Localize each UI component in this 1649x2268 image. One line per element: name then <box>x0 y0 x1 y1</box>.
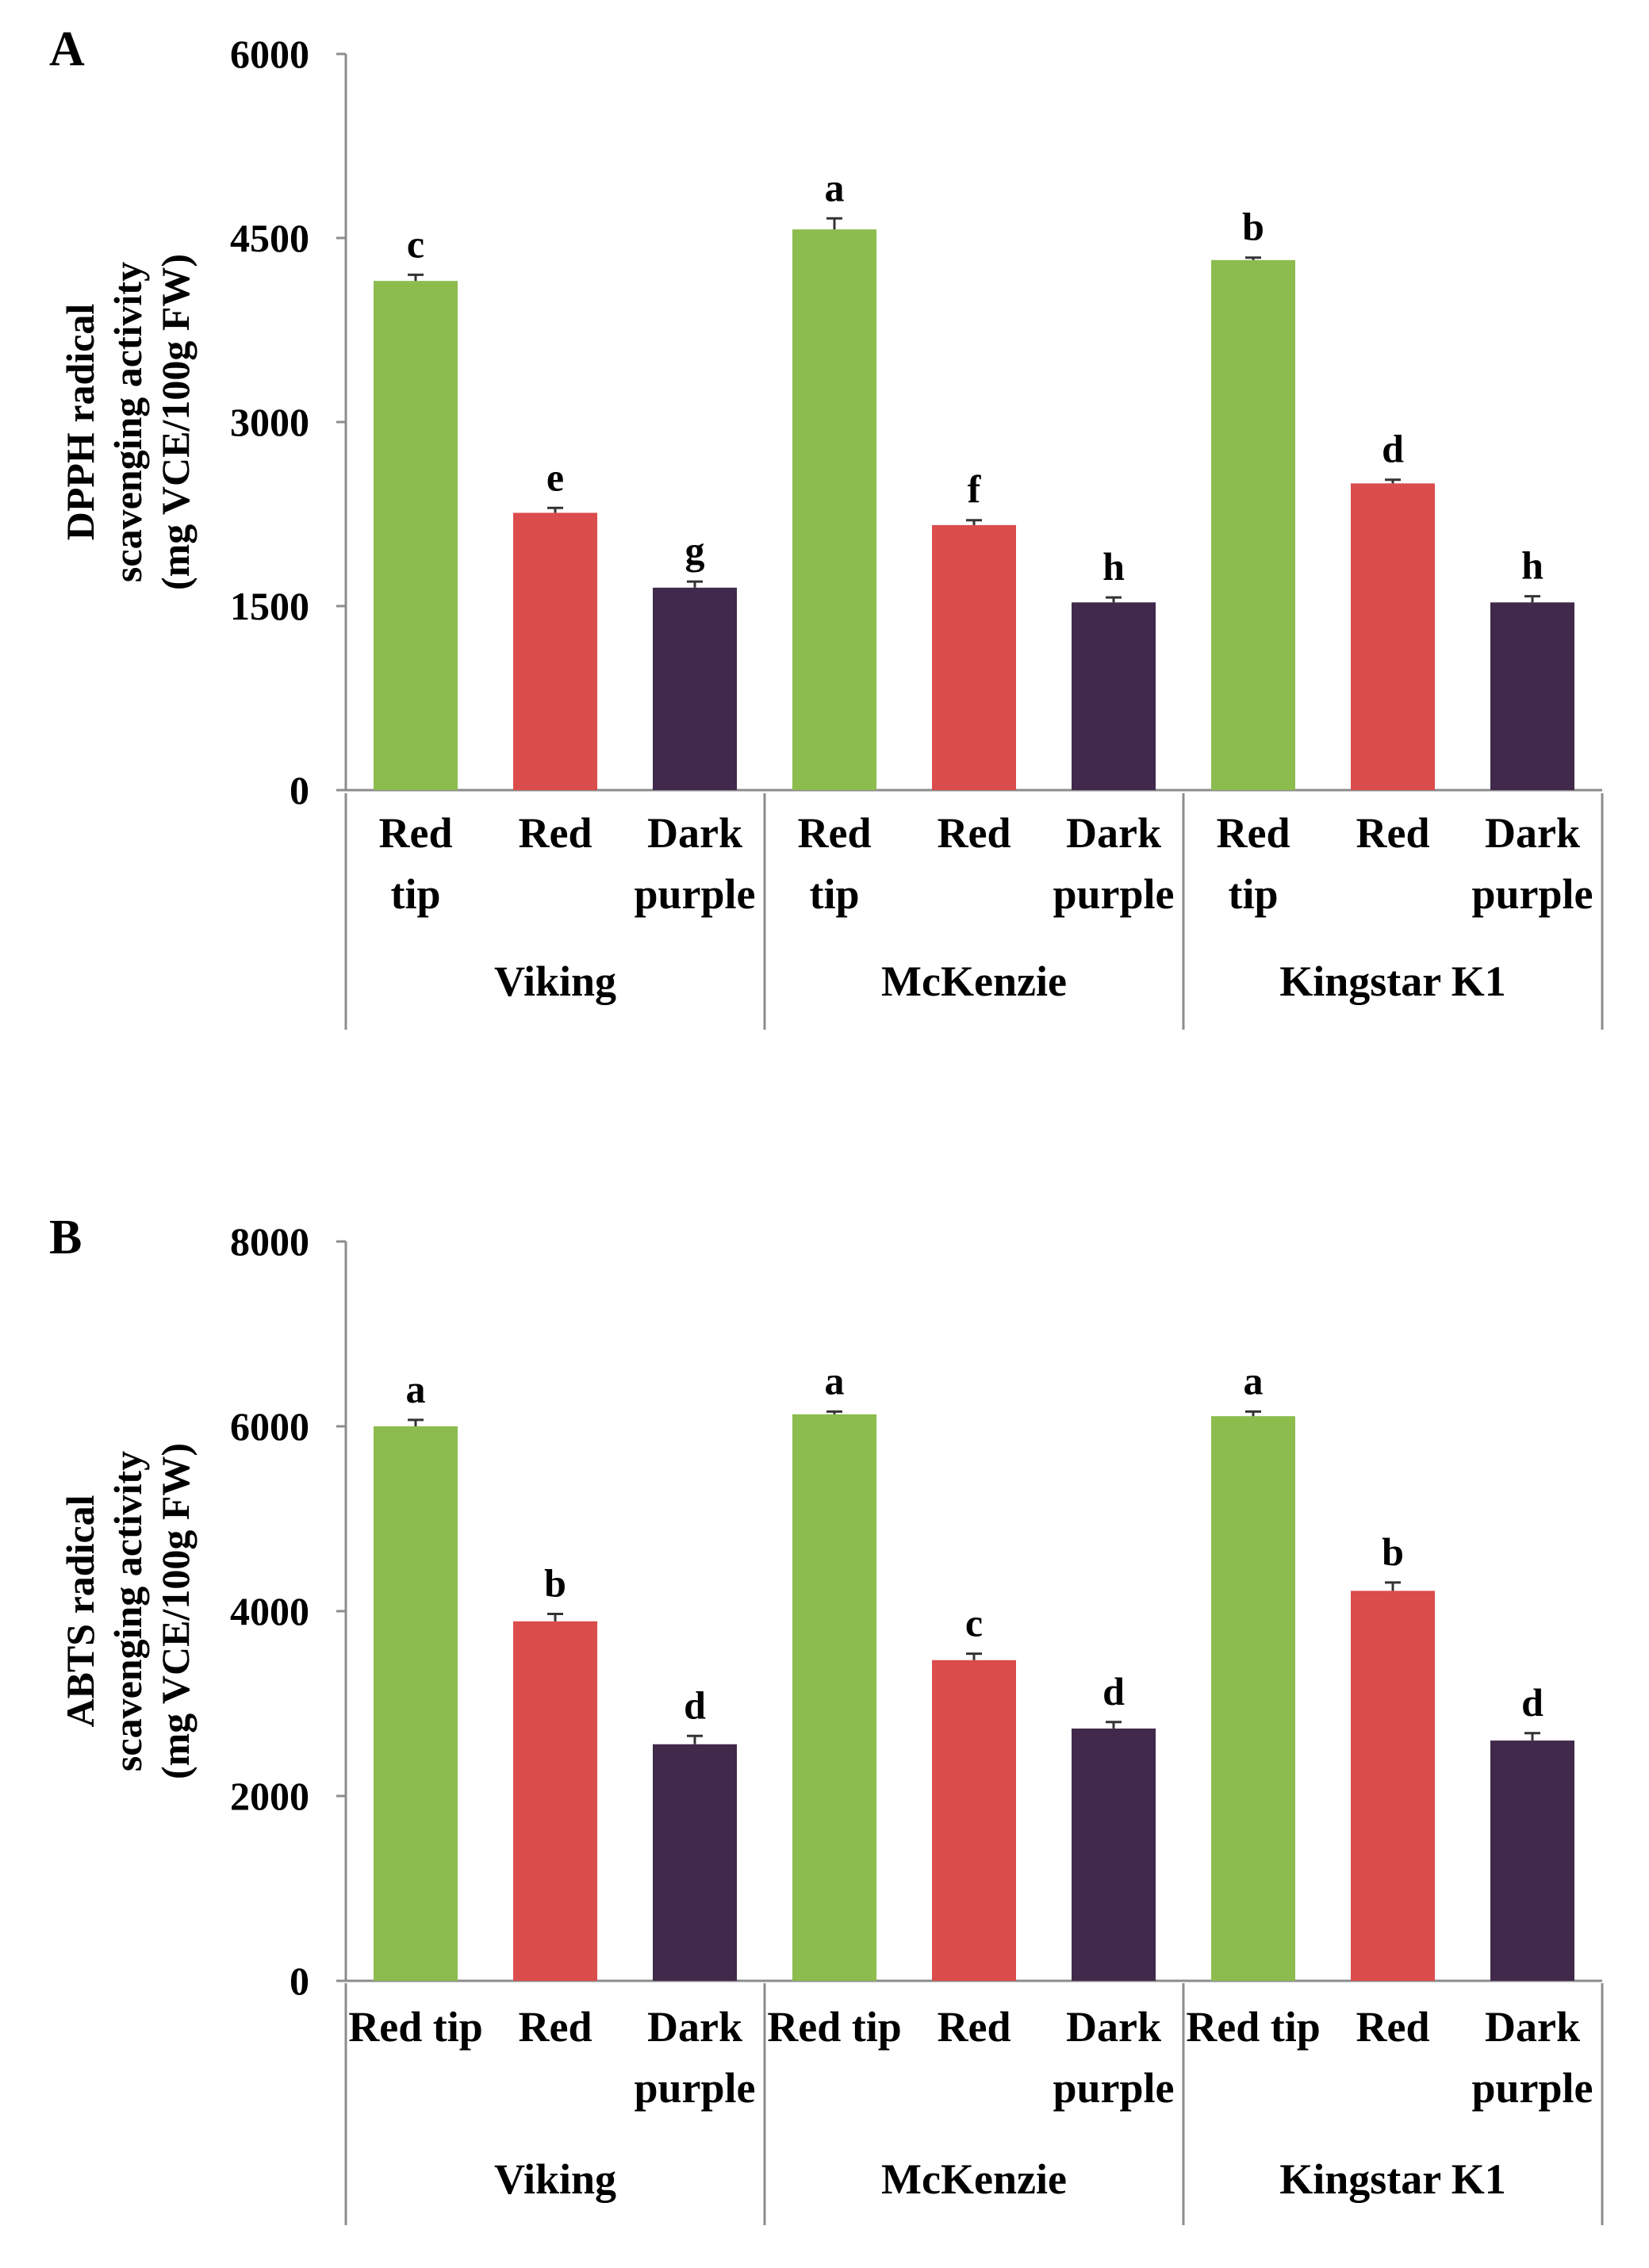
bar <box>932 524 1016 790</box>
y-axis-label: (mg VCE/100g FW) <box>153 254 197 590</box>
significance-letter: d <box>684 1683 706 1727</box>
x-category-label: tip <box>809 870 859 918</box>
x-category-label: tip <box>390 870 440 918</box>
group-label: McKenzie <box>881 957 1067 1005</box>
x-category-label: Dark <box>647 809 742 857</box>
bar <box>1072 602 1156 790</box>
significance-letter: c <box>965 1601 983 1645</box>
group-label: Kingstar K1 <box>1279 2155 1506 2203</box>
bar <box>374 1426 458 1981</box>
x-category-label: Dark <box>647 2003 742 2051</box>
significance-letter: h <box>1103 544 1125 589</box>
x-category-label: Red tip <box>1186 2003 1321 2051</box>
bar <box>1351 483 1435 790</box>
x-category-label: purple <box>634 2064 755 2112</box>
bar <box>513 1621 597 1981</box>
x-category-label: purple <box>1471 2064 1593 2112</box>
chart-panel-a: A 0 1500 3000 4500 6000 DPPH radical scavenging… <box>49 22 1604 1030</box>
y-tick-label: 4500 <box>230 216 309 260</box>
significance-letter: b <box>1242 205 1264 249</box>
y-axis-label: scavenging activity <box>105 1451 150 1771</box>
bar <box>1490 1740 1574 1981</box>
y-tick-label: 6000 <box>230 32 309 76</box>
significance-letter: c <box>407 221 424 266</box>
x-category-label: Red <box>938 809 1011 857</box>
significance-letter: h <box>1521 543 1544 588</box>
y-axis-label: ABTS radical <box>58 1495 102 1727</box>
x-category-label: Red <box>938 2003 1011 2051</box>
y-tick-label: 6000 <box>230 1404 309 1449</box>
chart-panel-b: B 0 2000 4000 6000 8000 ABTS radical scavenging… <box>49 1211 1604 2225</box>
bar <box>1211 259 1295 791</box>
panel-letter: B <box>49 1211 82 1264</box>
bar <box>1351 1591 1435 1981</box>
x-category-label: Red <box>519 809 592 857</box>
x-category-label: Red <box>1356 809 1430 857</box>
bar <box>792 229 876 790</box>
y-axis-label: DPPH radical <box>58 304 102 541</box>
bar <box>374 281 458 791</box>
x-category-label: Dark <box>1485 809 1580 857</box>
y-tick-label: 0 <box>290 768 309 812</box>
group-label: Viking <box>494 957 616 1005</box>
significance-letter: a <box>825 1358 845 1403</box>
x-category-label: Red <box>798 809 872 857</box>
y-tick-label: 1500 <box>230 584 309 628</box>
significance-letter: b <box>544 1560 566 1605</box>
bar <box>792 1414 876 1981</box>
significance-letter: g <box>685 528 705 573</box>
x-category-label: Dark <box>1066 809 1161 857</box>
x-category-label: purple <box>1471 870 1593 918</box>
significance-letter: d <box>1382 427 1404 471</box>
x-category-label: Red <box>1356 2003 1430 2051</box>
bar <box>513 512 597 790</box>
x-category-label: Red <box>379 809 453 857</box>
bar <box>932 1660 1016 1981</box>
x-category-label: Dark <box>1485 2003 1580 2051</box>
y-tick-label: 2000 <box>230 1774 309 1818</box>
significance-letter: a <box>1244 1358 1264 1403</box>
bar <box>1211 1416 1295 1981</box>
x-category-label: tip <box>1228 870 1278 918</box>
x-category-label: purple <box>1053 870 1174 918</box>
y-tick-label: 4000 <box>230 1589 309 1633</box>
significance-letter: b <box>1382 1529 1404 1574</box>
bar <box>653 587 737 790</box>
x-category-label: Red <box>519 2003 592 2051</box>
y-tick-label: 0 <box>290 1959 309 2003</box>
bar <box>653 1744 737 1981</box>
panel-letter: A <box>49 22 85 76</box>
significance-letter: a <box>406 1367 426 1411</box>
significance-letter: a <box>825 165 845 209</box>
significance-letter: d <box>1103 1669 1125 1713</box>
group-label: Viking <box>494 2155 616 2203</box>
x-category-label: purple <box>634 870 755 918</box>
x-category-label: purple <box>1053 2064 1174 2112</box>
x-category-label: Red tip <box>767 2003 902 2051</box>
x-category-label: Dark <box>1066 2003 1161 2051</box>
group-label: Kingstar K1 <box>1279 957 1506 1005</box>
significance-letter: d <box>1521 1680 1544 1725</box>
x-category-label: Red tip <box>348 2003 483 2051</box>
y-axis-label: (mg VCE/100g FW) <box>153 1443 197 1779</box>
significance-letter: f <box>968 467 982 512</box>
significance-letter: e <box>546 455 564 499</box>
group-label: McKenzie <box>881 2155 1067 2203</box>
x-category-label: Red <box>1217 809 1290 857</box>
y-tick-label: 8000 <box>230 1219 309 1264</box>
bar <box>1490 602 1574 790</box>
y-tick-label: 3000 <box>230 400 309 444</box>
y-axis-label: scavenging activity <box>105 262 150 582</box>
bar <box>1072 1728 1156 1981</box>
